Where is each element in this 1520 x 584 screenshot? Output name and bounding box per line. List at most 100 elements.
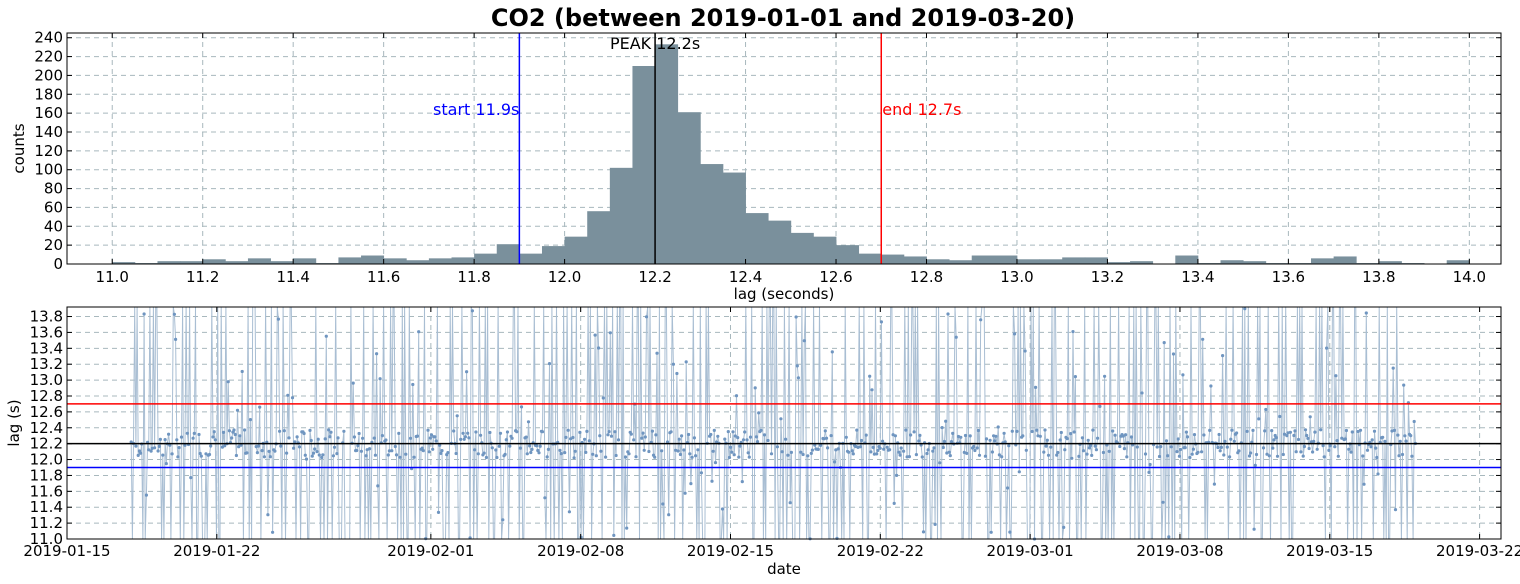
timeseries-point [629, 432, 633, 436]
timeseries-point [1232, 439, 1236, 443]
timeseries-point [965, 451, 969, 455]
timeseries-point [538, 444, 542, 448]
timeseries-point [748, 435, 753, 439]
timeseries-point [653, 455, 657, 459]
timeseries-point [1176, 437, 1180, 441]
timeseries-point [1045, 438, 1049, 442]
timeseries-point [172, 312, 176, 316]
timeseries-point [1177, 454, 1181, 458]
timeseries-point [1024, 448, 1028, 452]
timeseries-point [1085, 452, 1089, 456]
timeseries-point [1091, 428, 1095, 432]
timeseries-point [795, 364, 799, 368]
timeseries-point [1201, 337, 1205, 341]
timeseries-point [558, 448, 562, 452]
timeseries-point [282, 429, 286, 433]
histogram-x-tick-label: 13.2 [1091, 268, 1124, 286]
timeseries-point [1321, 444, 1325, 448]
timeseries-point [1400, 452, 1405, 457]
timeseries-point [1169, 445, 1173, 449]
timeseries-point [1038, 434, 1042, 438]
timeseries-point [1257, 417, 1261, 421]
timeseries-point [583, 437, 587, 441]
timeseries-point [167, 432, 171, 436]
histogram-x-tick-label: 12.4 [729, 268, 762, 286]
timeseries-point [313, 447, 317, 451]
histogram-bar [247, 258, 271, 264]
timeseries-point [834, 448, 838, 452]
timeseries-point [1185, 435, 1190, 439]
timeseries-point [199, 454, 203, 458]
timeseries-point [287, 436, 291, 440]
timeseries-point [139, 451, 143, 455]
histogram-y-tick-label: 60 [44, 198, 63, 216]
timeseries-point [762, 433, 767, 437]
timeseries-point [710, 479, 714, 483]
histogram-bar [1243, 261, 1267, 264]
timeseries-point [598, 434, 602, 438]
timeseries-point [951, 431, 955, 435]
timeseries-point [823, 429, 827, 433]
timeseries-point [387, 449, 391, 453]
timeseries-point [835, 536, 839, 541]
timeseries-point [408, 436, 413, 440]
timeseries-point [829, 434, 833, 438]
timeseries-point [352, 435, 356, 439]
timeseries-point [147, 448, 151, 452]
timeseries-point [563, 451, 567, 455]
timeseries-point [209, 444, 213, 448]
timeseries-point [207, 452, 212, 457]
histogram-y-tick-label: 80 [44, 180, 63, 198]
histogram-y-tick-label: 220 [34, 48, 63, 66]
timeseries-point [1059, 430, 1063, 435]
timeseries-point [822, 437, 826, 441]
timeseries-point [474, 430, 478, 434]
histogram-y-tick-label: 160 [34, 104, 63, 122]
timeseries-point [741, 438, 746, 442]
timeseries-point [1344, 428, 1348, 433]
timeseries-point [271, 530, 275, 534]
timeseries-point [747, 455, 751, 459]
histogram-bar [428, 258, 452, 264]
timeseries-point [1217, 432, 1221, 437]
timeseries-point [192, 431, 196, 435]
timeseries-point [459, 437, 463, 441]
timeseries-point [1261, 446, 1266, 450]
histogram-bar [836, 245, 860, 264]
timeseries-point [1056, 450, 1060, 455]
timeseries-point [604, 455, 608, 459]
timeseries-point [1319, 428, 1323, 432]
histogram-annotation-label: end 12.7s [882, 100, 961, 119]
histogram-x-tick-label: 13.6 [1272, 268, 1305, 286]
histogram-bar [587, 211, 611, 264]
timeseries-point [440, 449, 444, 453]
timeseries-point [157, 444, 161, 448]
timeseries-point [819, 443, 823, 447]
timeseries-point [684, 360, 688, 364]
timeseries-point [989, 530, 993, 534]
timeseries-point [1356, 429, 1360, 434]
timeseries-point [1202, 433, 1206, 437]
timeseries-point [816, 447, 820, 451]
timeseries-point [428, 436, 432, 440]
timeseries-point [398, 455, 402, 459]
timeseries-point [975, 446, 979, 450]
histogram-x-tick-label: 12.0 [548, 268, 581, 286]
timeseries-point [519, 405, 524, 409]
timeseries-point [1184, 430, 1188, 434]
histogram-bar [496, 244, 520, 264]
timeseries-point [1046, 453, 1051, 457]
timeseries-point [665, 440, 670, 444]
timeseries-point [1307, 446, 1311, 451]
timeseries-point [433, 435, 437, 439]
timeseries-x-tick-label: 2019-03-22 [1436, 542, 1520, 560]
timeseries-point [753, 386, 757, 390]
timeseries-point [879, 320, 884, 324]
timeseries-point [503, 452, 507, 456]
timeseries-point [1370, 438, 1374, 442]
timeseries-point [427, 450, 431, 454]
timeseries-point [682, 448, 686, 452]
timeseries-point [317, 453, 321, 457]
timeseries-point [376, 484, 380, 488]
